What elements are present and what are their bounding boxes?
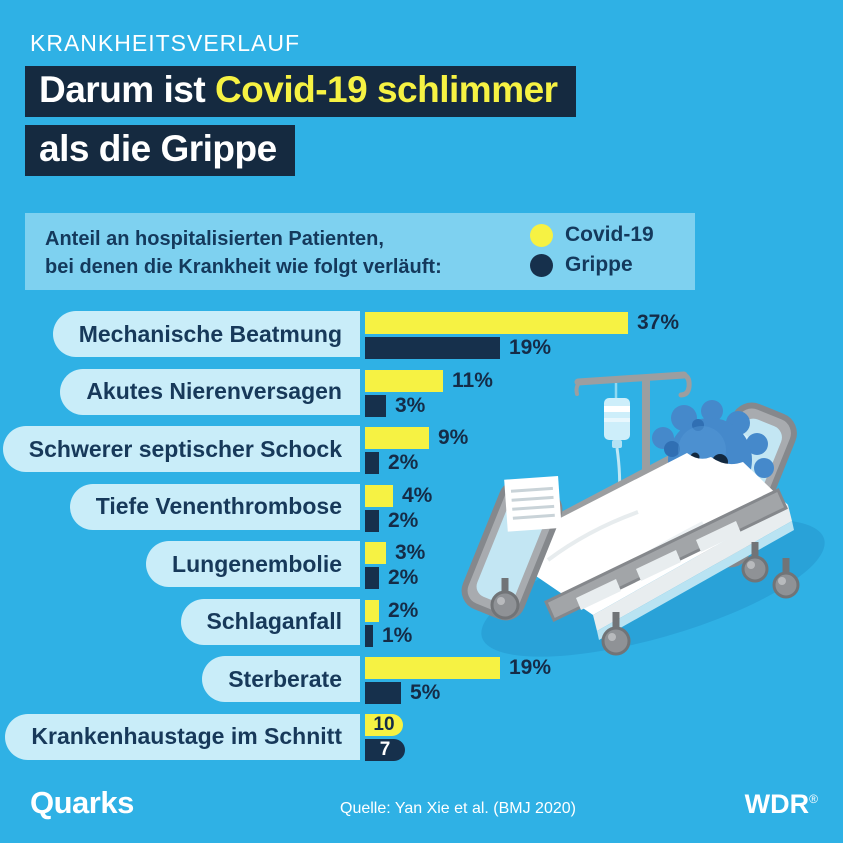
grippe-bar-line: 2% <box>365 566 418 590</box>
title-line-2: als die Grippe <box>25 125 295 176</box>
subtitle-line-2: bei denen die Krankheit wie folgt verläu… <box>45 256 442 278</box>
covid-bar <box>365 599 379 622</box>
covid-bar-line: 9% <box>365 426 468 450</box>
row-label: Lungenembolie <box>146 541 360 587</box>
grippe-bar-line: 3% <box>365 394 425 418</box>
grippe-bar <box>365 509 379 532</box>
row-label-col: Akutes Nierenversagen <box>0 368 360 415</box>
row-label: Tiefe Venenthrombose <box>69 483 360 530</box>
grippe-bar <box>365 624 373 647</box>
grippe-value: 2% <box>388 508 419 532</box>
row-label-col: Mechanische Beatmung <box>0 311 360 357</box>
row-label: Mechanische Beatmung <box>52 311 360 357</box>
row-label-col: Lungenembolie <box>0 541 360 587</box>
chart-row: Krankenhaustage im Schnitt 10 7 <box>0 713 843 761</box>
source-text: Quelle: Yan Xie et al. (BMJ 2020) <box>340 800 576 817</box>
grippe-value: 19% <box>509 336 552 359</box>
chart-row: Sterberate 19% 5% <box>0 656 843 705</box>
covid-bar <box>365 542 386 564</box>
legend-box: Anteil an hospitalisierten Patienten, be… <box>25 213 695 290</box>
grippe-bar-line: 2% <box>365 509 418 533</box>
grippe-value: 2% <box>388 451 419 474</box>
row-label: Akutes Nierenversagen <box>60 368 360 415</box>
wdr-text: WDR <box>744 789 810 819</box>
chart-row: Schwerer septischer Schock 9% 2% <box>0 426 843 475</box>
chart-subtitle: Anteil an hospitalisierten Patienten, be… <box>45 225 442 281</box>
row-label: Sterberate <box>202 656 360 702</box>
grippe-bar-line: 7 <box>365 738 405 761</box>
covid-bar-line: 37% <box>365 311 679 335</box>
row-label-col: Sterberate <box>0 656 360 702</box>
row-label: Krankenhaustage im Schnitt <box>5 713 360 760</box>
covid-bar: 10 <box>365 713 403 736</box>
chart-row: Mechanische Beatmung 37% 19% <box>0 311 843 360</box>
chart-row: Akutes Nierenversagen 11% 3% <box>0 368 843 418</box>
grippe-bar <box>365 394 386 417</box>
grippe-bar <box>365 452 379 474</box>
chart-row: Lungenembolie 3% 2% <box>0 541 843 590</box>
chart-row: Tiefe Venenthrombose 4% 2% <box>0 483 843 533</box>
grippe-bar <box>365 567 379 589</box>
covid-value: 3% <box>395 541 426 564</box>
covid-bar-line: 2% <box>365 599 418 623</box>
row-label-col: Schlaganfall <box>0 598 360 645</box>
covid-bar-line: 3% <box>365 541 425 565</box>
blanket-shape <box>498 453 794 640</box>
chart-row: Schlaganfall 2% 1% <box>0 598 843 648</box>
covid-bar-line: 11% <box>365 369 493 393</box>
row-label-col: Krankenhaustage im Schnitt <box>0 713 360 760</box>
covid-value: 9% <box>438 426 469 449</box>
bed-wheels <box>490 542 800 656</box>
covid-dot-icon <box>530 223 553 247</box>
covid-bar <box>365 427 429 449</box>
row-label: Schwerer septischer Schock <box>2 426 360 472</box>
hospital-bed-illustration <box>461 371 825 657</box>
covid-value: 4% <box>402 483 433 507</box>
bed-near-rail <box>544 487 788 623</box>
chart-rows: Mechanische Beatmung 37% 19% Akutes Nier… <box>0 311 843 771</box>
grippe-bar-line: 1% <box>365 624 412 648</box>
row-label-col: Schwerer septischer Schock <box>0 426 360 472</box>
title-line1-white: Darum ist <box>39 69 215 110</box>
covid-bar-line: 4% <box>365 484 432 508</box>
grippe-value: 2% <box>388 566 419 589</box>
bed-footboard <box>461 475 563 621</box>
grippe-bar <box>365 682 401 704</box>
grippe-value: 1% <box>382 623 413 647</box>
legend-label-grippe: Grippe <box>565 253 633 276</box>
covid-value: 19% <box>509 656 552 679</box>
kicker: KRANKHEITSVERLAUF <box>30 30 301 56</box>
legend-item-covid: Covid-19 <box>530 223 654 247</box>
wdr-logo: WDR® <box>745 789 818 820</box>
towel-shape <box>504 475 562 532</box>
covid-value: 37% <box>637 311 680 334</box>
covid-bar-line: 19% <box>365 656 551 680</box>
title-line-1: Darum ist Covid-19 schlimmer <box>25 66 576 117</box>
grippe-value: 3% <box>395 393 426 417</box>
title-line1-yellow: Covid-19 schlimmer <box>214 69 558 110</box>
grippe-bar-line: 5% <box>365 681 440 705</box>
registered-mark: ® <box>809 792 818 806</box>
covid-bar-line: 10 <box>365 713 403 736</box>
row-label: Schlaganfall <box>180 598 360 645</box>
quarks-logo: Quarks <box>30 785 134 820</box>
grippe-bar-line: 2% <box>365 451 418 475</box>
grippe-bar-line: 19% <box>365 336 551 360</box>
row-label-col: Tiefe Venenthrombose <box>0 483 360 530</box>
subtitle-line-1: Anteil an hospitalisierten Patienten, <box>45 228 384 250</box>
covid-value: 2% <box>388 598 419 622</box>
grippe-bar <box>365 337 500 359</box>
grippe-value: 5% <box>410 681 441 704</box>
covid-bar <box>365 369 443 392</box>
grippe-bar: 7 <box>365 738 405 761</box>
legend-label-covid: Covid-19 <box>565 223 654 246</box>
grippe-dot-icon <box>530 253 553 277</box>
covid-bar <box>365 312 628 334</box>
covid-bar <box>365 657 500 679</box>
legend-item-grippe: Grippe <box>530 253 633 277</box>
covid-bar <box>365 484 393 507</box>
covid-value: 11% <box>452 368 493 392</box>
